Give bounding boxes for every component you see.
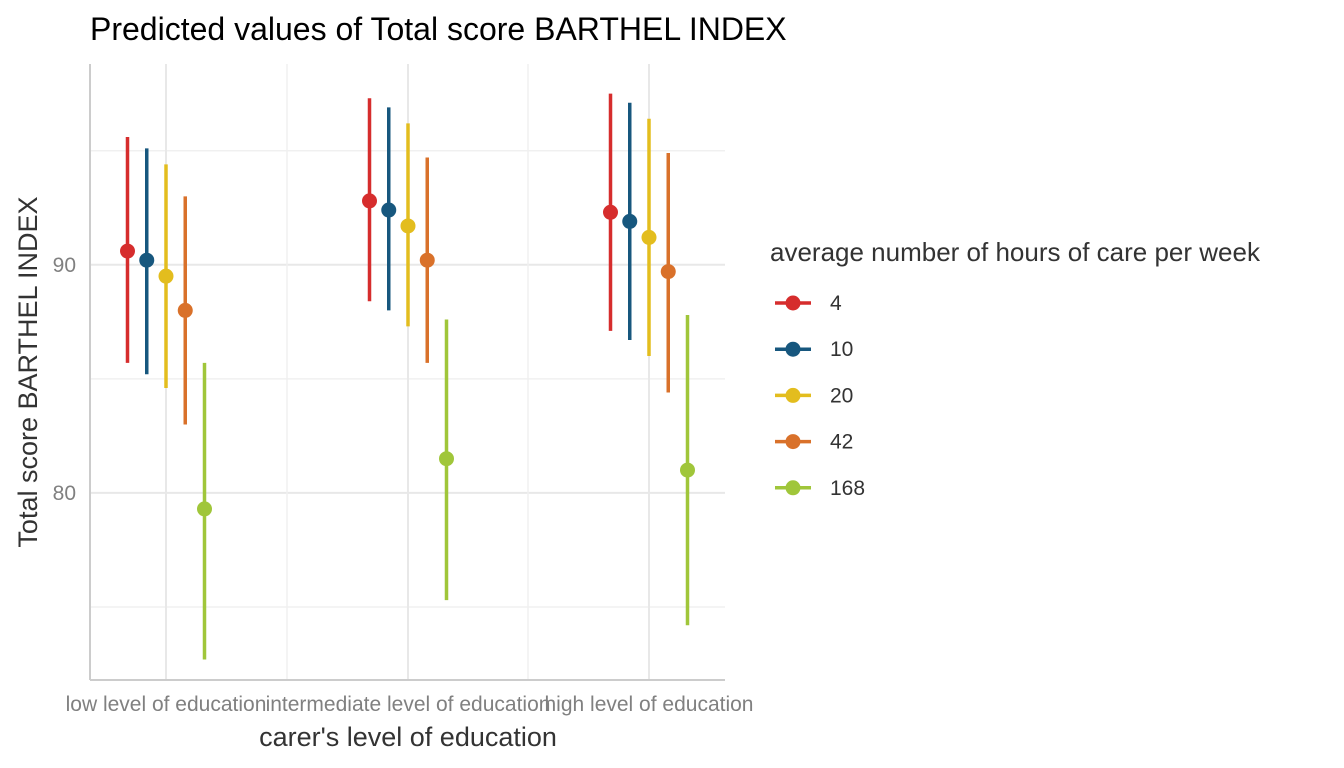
legend-key-point <box>785 387 801 403</box>
data-point <box>622 213 638 229</box>
data-point <box>381 202 397 218</box>
data-point <box>400 218 416 234</box>
axes <box>89 64 725 681</box>
y-tick-labels: 80 90 <box>53 254 76 505</box>
data-point <box>197 501 212 517</box>
x-tick-label: intermediate level of education <box>266 693 551 716</box>
data-point <box>660 264 676 280</box>
data-point <box>439 451 454 467</box>
data-point <box>139 252 155 268</box>
legend-label: 42 <box>830 431 853 454</box>
x-tick-labels: low level of education intermediate level… <box>66 693 754 716</box>
data-point <box>419 252 435 268</box>
y-axis-title: Total score BARTHEL INDEX <box>13 196 43 547</box>
data-marks <box>120 93 695 660</box>
y-tick-label: 90 <box>53 254 76 277</box>
data-point <box>680 462 695 478</box>
data-point <box>120 243 135 259</box>
legend-title: average number of hours of care per week <box>770 237 1261 267</box>
legend-label: 10 <box>830 338 853 361</box>
legend: 4 10 20 42 168 <box>775 292 865 500</box>
legend-label: 4 <box>830 292 842 315</box>
y-tick-label: 80 <box>53 482 76 505</box>
data-point <box>603 204 618 220</box>
x-tick-label: high level of education <box>545 693 754 716</box>
legend-label: 20 <box>830 384 853 407</box>
legend-key-point <box>785 434 801 450</box>
legend-key-point <box>785 480 801 496</box>
data-point <box>362 193 377 209</box>
data-point <box>158 268 174 284</box>
legend-key-point <box>785 341 801 357</box>
legend-label: 168 <box>830 477 865 500</box>
chart-title: Predicted values of Total score BARTHEL … <box>90 11 787 47</box>
legend-key-point <box>785 295 801 311</box>
data-point <box>177 302 193 318</box>
x-tick-label: low level of education <box>66 693 267 716</box>
x-axis-title: carer's level of education <box>259 722 557 752</box>
data-point <box>641 229 657 245</box>
